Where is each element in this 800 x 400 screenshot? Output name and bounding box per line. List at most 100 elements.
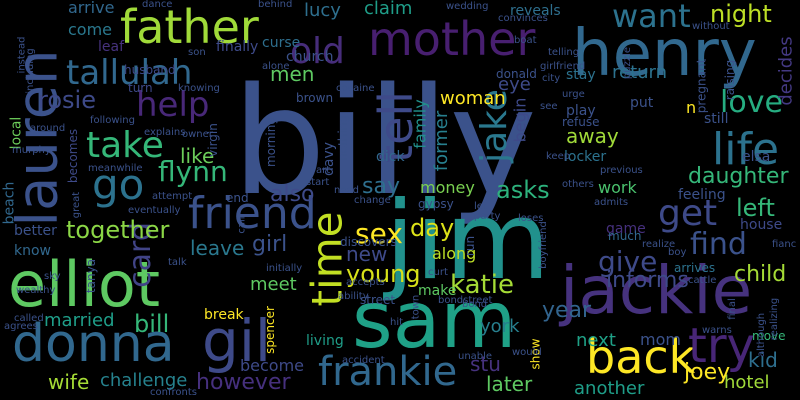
word: fianc [772,239,797,250]
word: jim [385,179,551,304]
word: urge [562,89,585,100]
word: sam [352,276,517,366]
word: billy [232,56,537,228]
word: year [542,298,592,323]
word: pregnant [694,58,709,114]
word: child [734,262,787,287]
word: bond [462,299,488,310]
word: would [512,347,542,358]
word: admits [594,197,629,208]
word: convinces [498,13,548,24]
word: later [486,372,533,396]
word: see [540,101,558,112]
word: final [726,298,738,320]
word: katie [450,270,514,300]
word: eye [498,74,531,95]
word: brown [296,91,334,105]
word: around [30,123,66,134]
word: former [431,110,453,172]
word: jackie [560,252,753,329]
word: woman [440,88,506,109]
word: called [14,313,44,324]
word: morning [263,117,278,167]
word: come [68,20,113,39]
word: talk [168,257,187,268]
word: living [306,333,344,349]
word: lucy [304,0,341,21]
word: know [14,243,51,259]
word: decides [775,36,797,106]
word: town [410,294,422,320]
word: curse [262,35,301,51]
word: cattle [688,275,717,286]
word: mother [368,12,536,66]
word: father [120,0,259,54]
word: loses [518,213,544,224]
word: donna [12,314,175,374]
word: murphy [12,145,51,156]
word: help [136,85,210,125]
word: tanya [84,258,99,294]
word: girl [252,232,288,257]
word: leave [190,236,245,260]
word: locker [564,149,607,165]
word: warns [702,325,732,336]
word: get [658,193,718,234]
word: unable [458,351,493,362]
word: men [270,62,315,86]
word: become [240,356,305,375]
word: gil [202,307,272,375]
word: say [362,174,400,199]
word: leaf [98,39,125,55]
word: along [432,244,477,263]
word: alone [262,61,290,72]
word: run [463,235,478,257]
word: new [346,242,388,266]
word: night [710,0,772,28]
word: realizing [769,297,781,341]
word: discovers [340,235,397,249]
word: nothing [335,115,350,161]
word: boat [514,35,537,46]
word: puzzle [622,46,634,80]
word: attempt [152,191,193,202]
word: although [756,312,768,358]
word: meet [250,274,297,295]
word: stu [470,352,501,376]
word: challenge [100,370,188,391]
word: call [236,216,248,234]
word: break [204,307,244,323]
word: initially [266,263,303,274]
word: young [346,260,421,288]
word: also [270,182,315,207]
word: boyfriend [537,221,549,269]
word: money [420,178,475,197]
word: take [86,125,164,166]
word: realize [642,239,676,250]
word: knowing [178,83,220,94]
word: ability [338,291,369,302]
word: rosie [38,86,96,114]
word: game [606,221,646,237]
word: girlfriend [540,61,586,72]
word: sky [44,271,61,282]
word: following [90,115,135,126]
word: find [690,227,747,262]
word: change [354,195,391,206]
word: gypsy [418,197,454,211]
word: try [688,318,755,374]
word: york [480,316,520,337]
word: accident [342,355,385,366]
word: let [474,201,487,212]
word: boy [668,247,687,258]
word: hotel [724,372,770,393]
word: next [576,330,616,351]
word: wealthy [16,285,56,296]
word: dance [142,0,173,10]
word: great [71,191,83,219]
word: left [736,194,775,222]
word: including [24,48,36,94]
word: keep [546,151,571,162]
word: wife [48,370,90,394]
